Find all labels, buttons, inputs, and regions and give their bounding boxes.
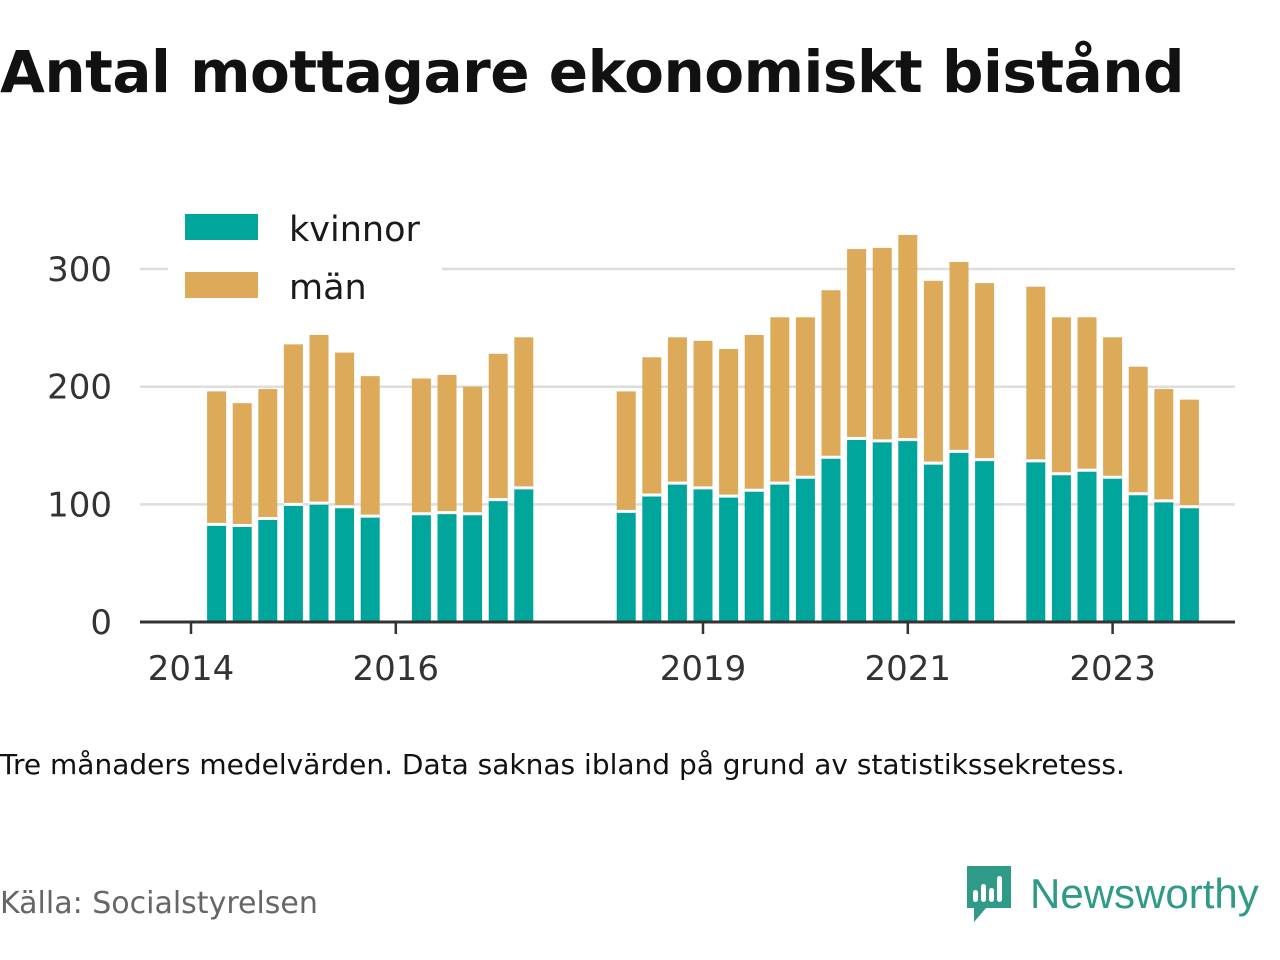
bar-kvinnor: [1103, 477, 1123, 622]
bar-kvinnor: [795, 477, 815, 622]
bar-kvinnor: [872, 440, 892, 622]
bar-man: [514, 337, 534, 488]
bar-man: [923, 280, 943, 464]
bar-kvinnor: [232, 525, 252, 622]
bar-kvinnor: [847, 438, 867, 622]
x-tick-label: 2014: [148, 649, 235, 689]
bar-man: [949, 262, 969, 452]
bar-kvinnor: [514, 487, 534, 622]
bar-kvinnor: [258, 518, 278, 622]
brand-logo: Newsworthy: [964, 862, 1259, 926]
bar-man: [847, 249, 867, 439]
x-tick-label: 2019: [660, 649, 747, 689]
bar-man: [770, 317, 790, 484]
bar-man: [411, 378, 431, 514]
y-axis-ticks: 0 100 200 300: [47, 250, 112, 643]
bar-kvinnor: [744, 490, 764, 622]
bar-man: [437, 374, 457, 513]
bar-kvinnor: [821, 457, 841, 622]
bar-kvinnor: [1077, 470, 1097, 622]
bar-man: [795, 317, 815, 478]
bar-kvinnor: [360, 516, 380, 622]
y-tick-label: 0: [90, 603, 112, 643]
legend: kvinnor män: [168, 204, 442, 320]
y-tick-label: 100: [47, 485, 112, 525]
legend-swatch-kvinnor: [185, 214, 258, 240]
bar-man: [1077, 317, 1097, 471]
bars: [207, 234, 1199, 622]
bar-kvinnor: [1154, 500, 1174, 622]
bar-kvinnor: [642, 494, 662, 622]
bar-man: [744, 334, 764, 491]
bar-chart: 0 100 200 300 2014 2016 2019 2021 2023 kvinnor …: [47, 204, 1235, 689]
bar-kvinnor: [335, 506, 355, 622]
bar-man: [283, 344, 303, 505]
bar-man: [642, 357, 662, 495]
bar-man: [693, 340, 713, 488]
bar-kvinnor: [309, 503, 329, 622]
bar-man: [309, 334, 329, 504]
bar-man: [258, 389, 278, 519]
x-tick-label: 2023: [1069, 649, 1156, 689]
bar-man: [207, 391, 227, 525]
bar-man: [872, 247, 892, 441]
bar-man: [821, 290, 841, 458]
newsworthy-logo-icon: [967, 866, 1011, 922]
bar-kvinnor: [923, 463, 943, 622]
brand-name: Newsworthy: [1030, 870, 1259, 917]
bar-man: [1154, 389, 1174, 501]
bar-kvinnor: [949, 451, 969, 622]
bar-man: [335, 352, 355, 507]
bar-kvinnor: [693, 487, 713, 622]
bar-kvinnor: [898, 439, 918, 622]
source-credit: Källa: Socialstyrelsen: [0, 886, 318, 921]
bar-man: [232, 403, 252, 526]
bar-kvinnor: [283, 504, 303, 622]
footnote: Tre månaders medelvärden. Data saknas ib…: [0, 748, 1125, 781]
x-tick-label: 2021: [865, 649, 952, 689]
x-axis: 2014 2016 2019 2021 2023: [140, 620, 1235, 689]
bar-man: [975, 283, 995, 460]
bar-man: [616, 391, 636, 512]
bar-kvinnor: [667, 483, 687, 622]
bar-kvinnor: [463, 513, 483, 622]
chart-title: Antal mottagare ekonomiskt bistånd: [0, 38, 1185, 106]
bar-man: [1128, 366, 1148, 494]
bar-man: [1026, 286, 1046, 461]
bar-man: [719, 349, 739, 497]
bar-kvinnor: [1179, 506, 1199, 622]
x-tick-label: 2016: [353, 649, 440, 689]
bar-kvinnor: [719, 496, 739, 622]
legend-label-man: män: [289, 268, 367, 308]
bar-man: [898, 234, 918, 440]
legend-swatch-man: [185, 272, 258, 298]
bar-kvinnor: [770, 483, 790, 622]
bar-man: [360, 376, 380, 517]
bar-kvinnor: [411, 513, 431, 622]
bar-kvinnor: [975, 459, 995, 622]
legend-label-kvinnor: kvinnor: [289, 210, 420, 250]
bar-kvinnor: [488, 499, 508, 622]
bar-man: [1103, 337, 1123, 478]
y-tick-label: 200: [47, 368, 112, 408]
bar-man: [1179, 399, 1199, 507]
bar-man: [463, 386, 483, 514]
bar-kvinnor: [207, 524, 227, 622]
bar-man: [488, 353, 508, 500]
bar-man: [667, 337, 687, 484]
bar-man: [1051, 317, 1071, 474]
y-tick-label: 300: [47, 250, 112, 290]
bar-kvinnor: [437, 512, 457, 622]
bar-kvinnor: [1026, 460, 1046, 622]
bar-kvinnor: [1051, 473, 1071, 622]
bar-kvinnor: [1128, 493, 1148, 622]
bar-kvinnor: [616, 511, 636, 622]
